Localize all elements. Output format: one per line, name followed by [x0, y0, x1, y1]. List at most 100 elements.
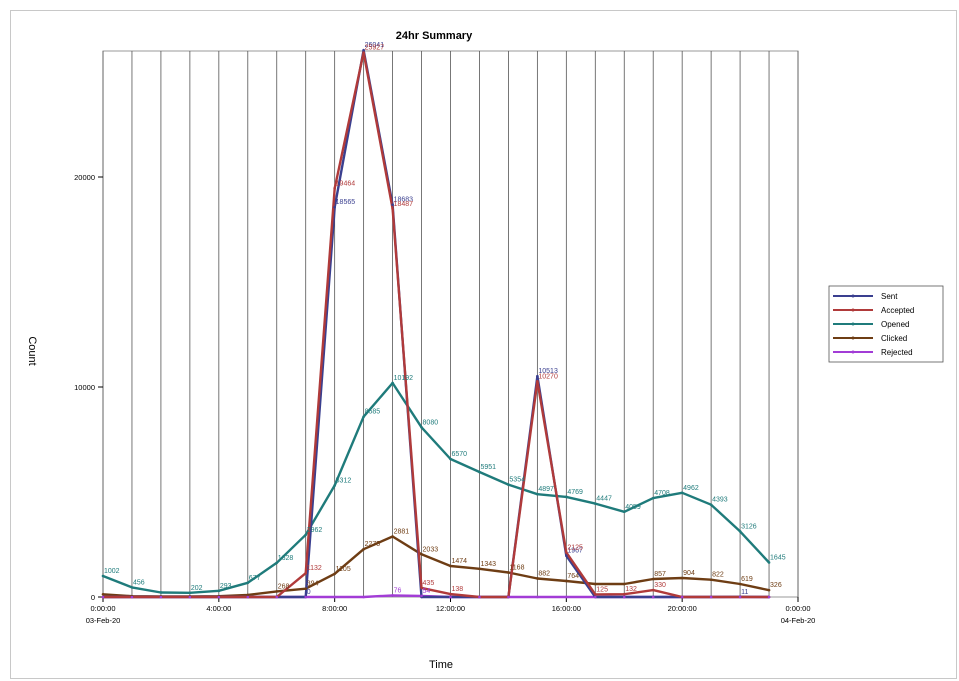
data-label-clicked: 2033: [423, 546, 439, 553]
data-label-opened: 3126: [741, 523, 757, 530]
data-point-clicked: [507, 571, 510, 574]
data-point-accepted: [362, 51, 365, 54]
data-point-clicked: [275, 590, 279, 593]
data-point-rejected: [101, 595, 105, 599]
data-point-rejected: [449, 595, 452, 599]
data-label-opened: 5312: [336, 477, 352, 484]
data-label-opened: 4708: [654, 490, 670, 497]
data-point-rejected: [767, 595, 771, 599]
data-label-sent: 26041: [365, 42, 385, 49]
x-tick-label: 20:00:00: [668, 604, 697, 613]
data-point-opened: [536, 492, 539, 496]
data-label-accepted: 125: [596, 586, 608, 593]
y-axis-label: Count: [26, 336, 38, 365]
data-point-rejected: [478, 595, 481, 599]
data-point-rejected: [420, 594, 423, 598]
data-point-opened: [449, 457, 452, 461]
data-label-clicked: 619: [741, 576, 753, 583]
data-point-accepted: [651, 588, 655, 592]
legend-label: Clicked: [881, 334, 907, 343]
data-label-accepted: 10270: [538, 373, 558, 380]
data-point-clicked: [680, 576, 684, 580]
data-point-opened: [159, 591, 163, 594]
data-label-opened: 202: [191, 585, 203, 592]
legend-label: Accepted: [881, 306, 914, 315]
data-point-rejected: [680, 595, 684, 599]
data-point-opened: [130, 586, 134, 589]
legend: Sent Accepted Opened Clicked Rejected: [828, 285, 944, 363]
data-point-accepted: [391, 207, 394, 211]
data-point-clicked: [362, 547, 365, 551]
legend-marker: [851, 294, 855, 298]
data-label-opened: 1645: [770, 554, 786, 561]
data-point-opened: [391, 381, 394, 385]
data-point-rejected: [738, 595, 742, 599]
data-point-rejected: [217, 595, 221, 599]
data-point-opened: [246, 581, 250, 585]
data-label-rejected: 76: [394, 587, 402, 594]
data-label-opened: 4769: [567, 489, 583, 496]
legend-label: Sent: [881, 292, 898, 301]
x-tick-label: 12:00:00: [436, 604, 465, 613]
plot-area: 0:00:00 03-Feb-20 4:00:00 8:00:00 12:00:00 16…: [74, 42, 815, 625]
data-point-accepted: [622, 592, 626, 596]
data-label-sent: 1967: [567, 548, 583, 555]
x-tick-date-label: 03-Feb-20: [86, 616, 121, 625]
data-label-clicked: 268: [278, 583, 290, 590]
data-point-clicked: [565, 579, 568, 583]
x-tick-date-label: 04-Feb-20: [781, 616, 816, 625]
data-label-accepted: 132: [625, 586, 637, 593]
data-label-clicked: 882: [538, 570, 550, 577]
data-point-accepted: [536, 380, 539, 383]
data-label-clicked: 2275: [365, 541, 381, 548]
data-point-rejected: [622, 595, 626, 599]
data-point-opened: [333, 484, 336, 487]
data-point-rejected: [709, 595, 713, 599]
data-label-accepted: 19464: [336, 180, 356, 187]
data-point-rejected: [246, 595, 250, 599]
data-point-rejected: [188, 595, 192, 599]
data-point-accepted: [304, 571, 308, 575]
data-label-opened: 1628: [278, 555, 294, 562]
data-label-clicked: 2881: [394, 528, 410, 535]
data-label-accepted: 18487: [394, 201, 414, 208]
data-label-clicked: 764: [567, 573, 579, 580]
data-point-opened: [362, 415, 365, 419]
data-label-opened: 677: [249, 575, 261, 582]
legend-marker: [851, 308, 855, 312]
data-point-clicked: [246, 593, 250, 597]
data-label-clicked: 1343: [480, 561, 496, 568]
data-point-clicked: [651, 577, 655, 581]
data-point-sent: [362, 48, 365, 52]
data-point-opened: [593, 502, 597, 505]
data-label-opened: 4447: [596, 496, 612, 503]
data-point-opened: [651, 496, 655, 500]
data-point-accepted: [333, 186, 336, 190]
data-point-sent: [565, 554, 568, 557]
data-label-opened: 456: [133, 579, 145, 586]
data-point-clicked: [333, 572, 336, 576]
data-label-accepted: 25927: [365, 45, 385, 52]
series-line-accepted: [103, 51, 769, 599]
x-tick-label: 0:00:00: [90, 604, 115, 613]
data-point-opened: [478, 470, 481, 474]
data-point-clicked: [420, 553, 423, 556]
data-label-sent: 10513: [538, 368, 558, 375]
data-point-opened: [188, 591, 192, 595]
data-point-opened: [565, 495, 568, 499]
data-point-rejected: [651, 595, 655, 599]
data-point-rejected: [275, 595, 279, 599]
data-point-rejected: [159, 595, 163, 599]
series-line-sent: [103, 48, 770, 599]
data-label-opened: 1002: [104, 568, 120, 575]
legend-marker: [851, 350, 855, 354]
data-label-opened: 10192: [394, 375, 414, 382]
data-label-sent: 0: [307, 589, 311, 596]
data-label-opened: 5951: [480, 464, 496, 471]
data-point-opened: [622, 510, 626, 514]
data-label-sent: 11: [741, 589, 748, 596]
data-point-clicked: [738, 582, 742, 586]
data-label-clicked: 822: [712, 572, 724, 579]
data-point-sent: [333, 205, 336, 209]
data-point-opened: [101, 574, 105, 578]
